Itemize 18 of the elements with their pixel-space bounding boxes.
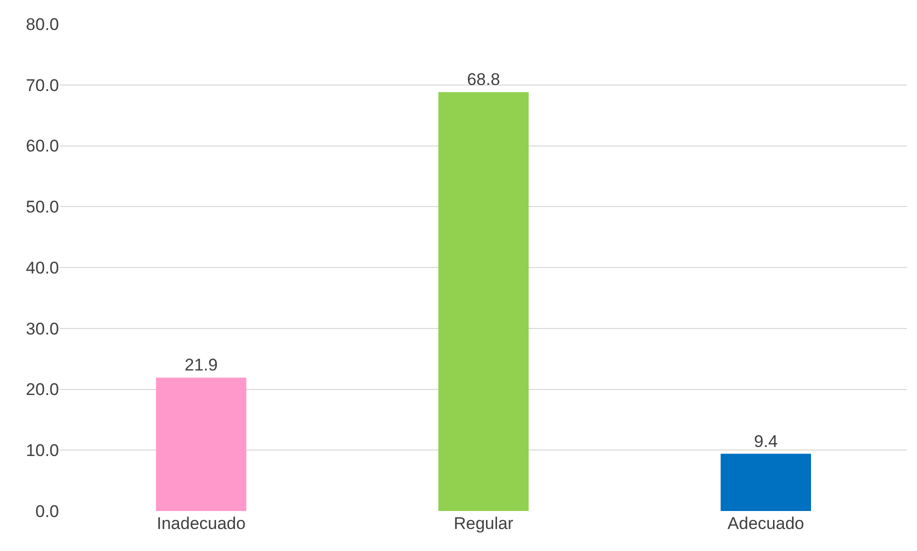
y-tick-label: 70.0 xyxy=(26,76,59,95)
y-tick-label: 0.0 xyxy=(35,502,59,521)
x-tick-label: Inadecuado xyxy=(156,514,246,533)
y-tick-label: 10.0 xyxy=(26,441,59,460)
x-tick-label: Adecuado xyxy=(728,514,804,533)
y-tick-label: 20.0 xyxy=(26,380,59,400)
bar xyxy=(156,378,246,511)
y-tick-label: 50.0 xyxy=(26,198,59,217)
y-tick-label: 40.0 xyxy=(26,258,59,278)
x-tick-label: Regular xyxy=(454,514,514,533)
y-tick-label: 60.0 xyxy=(26,136,59,156)
data-label: 68.8 xyxy=(466,70,500,90)
data-label: 21.9 xyxy=(184,356,218,375)
y-tick-label: 30.0 xyxy=(26,319,59,338)
data-label: 9.4 xyxy=(754,432,778,451)
y-tick-label: 80.0 xyxy=(26,14,59,34)
bar xyxy=(720,454,812,511)
bar xyxy=(438,92,529,511)
